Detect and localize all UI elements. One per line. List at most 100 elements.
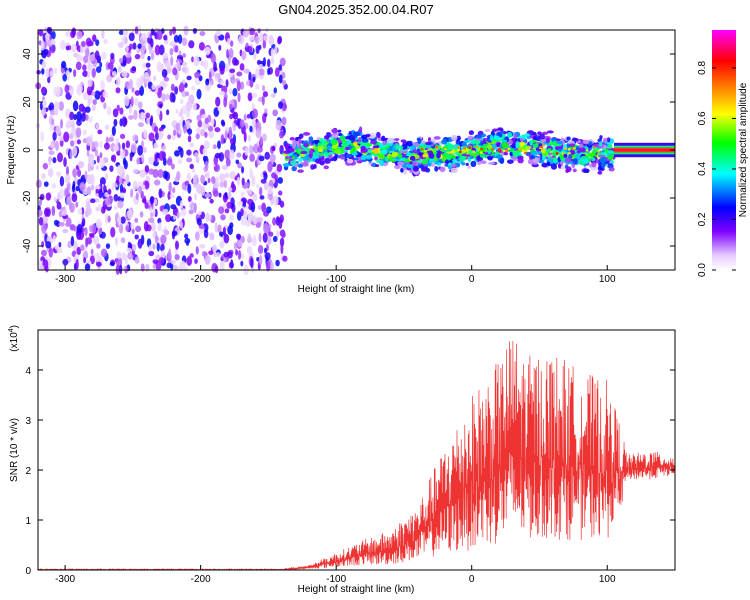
spectrogram-cell <box>188 40 195 49</box>
spectrogram-cell <box>563 153 568 158</box>
spectrogram-cell <box>280 243 284 255</box>
spectrogram-cell <box>515 142 520 149</box>
spectrogram-cell <box>128 78 133 89</box>
spectrogram-cell <box>101 51 107 60</box>
spectrogram-cell <box>358 126 363 133</box>
spectrogram-cell <box>352 131 360 137</box>
spectrogram-cell <box>130 96 134 107</box>
spectrogram-cell <box>107 137 115 142</box>
spectrogram-cell <box>523 151 527 155</box>
spectrogram-cell <box>113 205 118 211</box>
spectrogram-cell <box>191 56 194 63</box>
spectrogram-cell <box>196 114 202 121</box>
spectrogram-cell <box>281 79 287 86</box>
spectrogram-cell <box>547 148 552 152</box>
spectrogram-cell <box>493 135 500 141</box>
spectrogram-cell <box>217 140 221 150</box>
spectrogram-cell <box>153 126 159 133</box>
spectrogram-cell <box>58 241 62 248</box>
spectrogram-cell <box>265 260 271 271</box>
spectrogram-cell <box>117 65 122 73</box>
spectrogram-cell <box>295 136 299 142</box>
spectrogram-cell <box>163 76 170 82</box>
spectrogram-cell <box>159 103 163 109</box>
spectrogram-cell <box>175 122 181 131</box>
spectrogram-cell <box>446 154 452 161</box>
spectrogram-cell <box>218 152 225 162</box>
spectrogram-cell <box>122 55 127 66</box>
spectrogram-cell <box>104 142 110 150</box>
spectrogram-cell <box>270 261 274 271</box>
spectrogram-cell <box>152 259 159 265</box>
spectrogram-cell <box>262 113 267 124</box>
spectrogram-cell <box>473 140 481 145</box>
colorbar-gradient <box>712 30 736 270</box>
spectrogram-cell <box>412 165 419 172</box>
spectrogram-cell <box>140 75 144 86</box>
spectrogram-cell <box>59 176 65 187</box>
spectrogram-cell <box>549 150 553 154</box>
spectrogram-cell <box>263 35 268 41</box>
spectrogram-cell <box>277 36 282 45</box>
spectrogram-cell <box>132 42 137 50</box>
spectrogram-cell <box>581 158 585 164</box>
spectrogram-cell <box>62 73 67 82</box>
spectrogram-cell <box>240 81 245 90</box>
spectrogram-cell <box>170 204 177 210</box>
spectrogram-cell <box>38 29 44 37</box>
spectrogram-cell <box>88 232 95 238</box>
spectrogram-cell <box>257 244 264 254</box>
snr-ytick-label: 0 <box>25 566 31 577</box>
spectrogram-cell <box>65 222 71 227</box>
spectrogram-cell <box>351 147 356 153</box>
spectrogram-cell <box>184 91 190 97</box>
spectrogram-cell <box>324 157 331 164</box>
spectrogram-cell <box>85 237 89 248</box>
snr-xtick-label: -100 <box>326 574 346 585</box>
spectrogram-cell <box>246 45 253 53</box>
spectrogram-cell <box>477 146 481 152</box>
spectrogram-cell <box>63 131 70 143</box>
spectrogram-cell <box>229 137 235 145</box>
spectrogram-cell <box>41 223 47 234</box>
spectrogram-cell <box>291 155 295 160</box>
spectrogram-cell <box>279 144 284 155</box>
spectrogram-cell <box>243 68 250 74</box>
spectrogram-cell <box>376 159 380 164</box>
spectrogram-cell <box>200 186 206 196</box>
spectrogram-cell <box>137 122 145 128</box>
spectrogram-cell <box>361 138 369 143</box>
spectrogram-cell <box>119 264 123 275</box>
spectrogram-cell <box>38 216 44 226</box>
spectrogram-cell <box>205 170 210 180</box>
spectrogram-cell <box>103 102 107 110</box>
spectrogram-cell <box>560 164 566 170</box>
spectrogram-cell <box>237 250 242 260</box>
spectrogram-cell <box>278 74 283 84</box>
spectrogram-cell <box>148 217 155 224</box>
spectrogram-cell <box>136 157 141 165</box>
spectrogram-cell <box>209 198 214 204</box>
spectrogram-cell <box>208 250 214 256</box>
spectrogram-cell <box>520 146 526 150</box>
spectrogram-cell <box>236 176 240 186</box>
spectrogram-ytick-label: -20 <box>22 190 33 205</box>
spectrogram-cell <box>317 142 322 147</box>
spectrogram-cell <box>140 112 146 122</box>
spectrogram-cell <box>250 201 256 213</box>
spectrogram-cell <box>466 152 470 155</box>
spectrogram-cell <box>434 145 438 149</box>
spectrogram-cell <box>372 148 379 155</box>
spectrogram-cell <box>525 145 532 150</box>
spectrogram-cell <box>142 147 147 154</box>
spectrogram-cell <box>179 82 184 92</box>
spectrogram-cell <box>47 155 52 166</box>
spectrogram-cell <box>82 129 87 136</box>
spectrogram-cell <box>89 174 95 185</box>
spectrogram-cell <box>323 165 329 170</box>
spectrogram-cell <box>75 127 82 138</box>
spectrogram-cell <box>213 182 220 189</box>
spectrogram-cell <box>220 119 225 126</box>
spectrogram-cell <box>263 172 268 181</box>
spectrogram-cell <box>192 102 197 111</box>
